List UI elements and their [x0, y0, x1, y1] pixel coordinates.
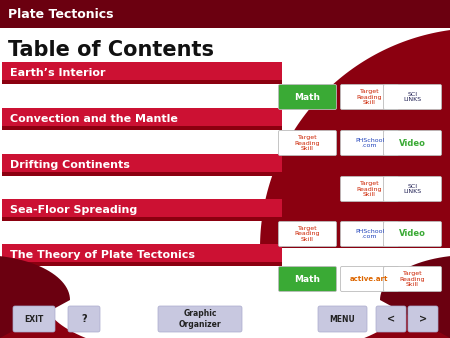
Text: Convection and the Mantle: Convection and the Mantle: [10, 114, 178, 124]
Text: EXIT: EXIT: [24, 314, 44, 323]
Text: Target
Reading
Skill: Target Reading Skill: [357, 89, 382, 105]
FancyBboxPatch shape: [68, 306, 100, 332]
Bar: [2, 262, 282, 266]
Text: active.art: active.art: [350, 276, 389, 282]
Bar: [2, 108, 282, 130]
FancyBboxPatch shape: [13, 306, 55, 332]
FancyBboxPatch shape: [376, 306, 406, 332]
Text: Drifting Continents: Drifting Continents: [10, 160, 130, 170]
Text: SCI
LINKS: SCI LINKS: [404, 184, 422, 194]
Text: The Theory of Plate Tectonics: The Theory of Plate Tectonics: [10, 250, 195, 260]
FancyBboxPatch shape: [279, 84, 337, 110]
Text: >: >: [419, 314, 427, 324]
FancyBboxPatch shape: [341, 130, 399, 155]
FancyBboxPatch shape: [383, 176, 441, 201]
Text: SCI
LINKS: SCI LINKS: [404, 92, 422, 102]
FancyBboxPatch shape: [279, 130, 337, 155]
Text: Table of Contents: Table of Contents: [8, 40, 214, 60]
Text: ?: ?: [81, 314, 87, 324]
FancyBboxPatch shape: [383, 221, 441, 246]
Polygon shape: [380, 255, 450, 338]
FancyBboxPatch shape: [279, 221, 337, 246]
Text: Graphic
Organizer: Graphic Organizer: [179, 309, 221, 329]
Text: Math: Math: [294, 274, 320, 284]
Text: Target
Reading
Skill: Target Reading Skill: [295, 226, 320, 242]
Bar: [2, 244, 282, 266]
Text: <: <: [387, 314, 395, 324]
FancyBboxPatch shape: [341, 84, 399, 110]
Bar: [2, 172, 282, 176]
FancyBboxPatch shape: [341, 221, 399, 246]
Bar: [0, 300, 450, 338]
Text: Target
Reading
Skill: Target Reading Skill: [357, 181, 382, 197]
Bar: [2, 126, 282, 130]
FancyBboxPatch shape: [383, 266, 441, 291]
Bar: [2, 154, 282, 176]
Polygon shape: [0, 290, 450, 338]
FancyBboxPatch shape: [318, 306, 367, 332]
FancyBboxPatch shape: [158, 306, 242, 332]
Text: Plate Tectonics: Plate Tectonics: [8, 7, 113, 21]
Text: PHSchool
.com: PHSchool .com: [355, 228, 384, 239]
Text: Target
Reading
Skill: Target Reading Skill: [295, 135, 320, 151]
Bar: [2, 80, 282, 84]
FancyBboxPatch shape: [408, 306, 438, 332]
FancyBboxPatch shape: [341, 266, 399, 291]
FancyBboxPatch shape: [279, 266, 337, 291]
Text: Sea-Floor Spreading: Sea-Floor Spreading: [10, 205, 137, 215]
Text: Earth’s Interior: Earth’s Interior: [10, 68, 105, 78]
Text: MENU: MENU: [329, 314, 356, 323]
Text: Video: Video: [399, 139, 426, 147]
Bar: [2, 217, 282, 221]
Text: PHSchool
.com: PHSchool .com: [355, 138, 384, 148]
Polygon shape: [260, 0, 450, 248]
FancyBboxPatch shape: [383, 130, 441, 155]
Text: Math: Math: [294, 93, 320, 101]
Text: Target
Reading
Skill: Target Reading Skill: [400, 271, 425, 287]
Polygon shape: [0, 255, 70, 338]
FancyBboxPatch shape: [341, 176, 399, 201]
Text: Video: Video: [399, 230, 426, 239]
Bar: [2, 62, 282, 84]
FancyBboxPatch shape: [383, 84, 441, 110]
Bar: [0, 0, 450, 28]
Bar: [2, 199, 282, 221]
